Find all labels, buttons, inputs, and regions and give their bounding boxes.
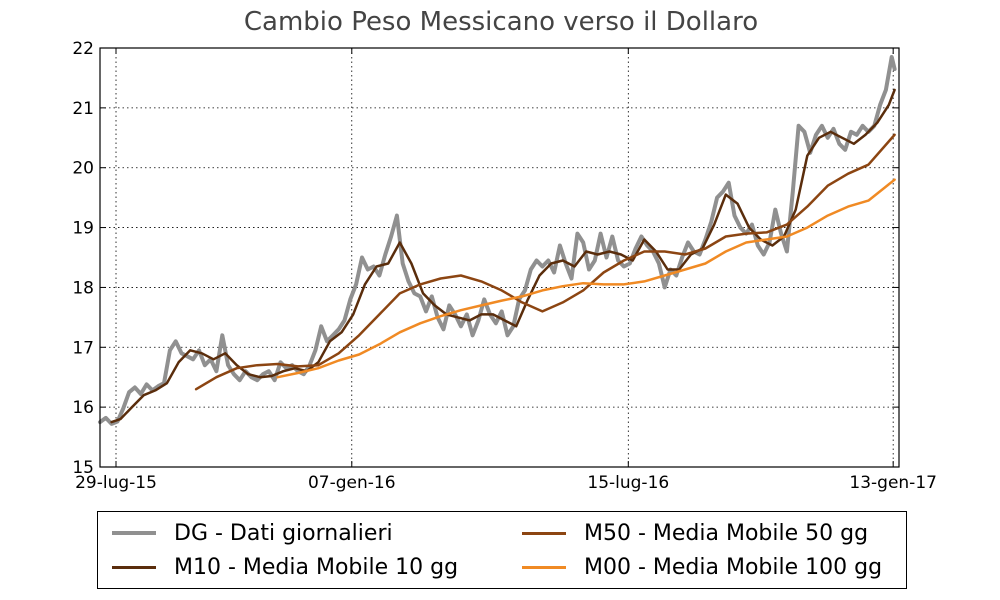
legend-label-dg: DG - Dati giornalieri — [174, 520, 393, 546]
x-tick-label: 07-gen-16 — [308, 473, 396, 493]
x-tick-label: 15-lug-16 — [587, 473, 669, 493]
legend-label-m10: M10 - Media Mobile 10 gg — [174, 554, 459, 580]
legend-label-m50: M50 - Media Mobile 50 gg — [584, 520, 869, 546]
legend-item-m50: M50 - Media Mobile 50 gg — [522, 516, 868, 550]
plot-frame — [99, 47, 900, 468]
x-tick-label: 29-lug-15 — [75, 473, 157, 493]
series-line-m50 — [194, 133, 896, 391]
grid — [100, 48, 899, 467]
chart-title: Cambio Peso Messicano verso il Dollaro — [244, 7, 758, 37]
legend-item-m10: M10 - Media Mobile 10 gg — [112, 550, 458, 584]
y-tick-label: 19 — [72, 219, 94, 239]
axis-ticks: 15 16 17 18 19 20 21 22 29-lug-15 07-gen-16 15-lug… — [72, 39, 937, 493]
legend-item-dg: DG - Dati giornalieri — [112, 516, 393, 550]
x-tick-label: 13-gen-17 — [849, 473, 937, 493]
series-line-dg — [98, 55, 897, 426]
legend-swatch-dg — [112, 531, 156, 535]
legend-swatch-m00 — [522, 565, 566, 569]
series-layer — [98, 55, 897, 426]
legend: DG - Dati giornalieri M10 - Media Mobile… — [97, 511, 907, 589]
series-line-m00 — [276, 178, 896, 379]
legend-swatch-m10 — [112, 565, 156, 569]
legend-label-m00: M00 - Media Mobile 100 gg — [584, 554, 883, 580]
y-tick-label: 18 — [72, 278, 94, 298]
legend-item-m00: M00 - Media Mobile 100 gg — [522, 550, 882, 584]
y-tick-label: 20 — [72, 159, 94, 179]
y-tick-label: 22 — [72, 39, 94, 59]
y-tick-label: 21 — [72, 99, 94, 119]
y-tick-label: 15 — [72, 458, 94, 478]
y-tick-label: 17 — [72, 338, 94, 358]
y-tick-label: 16 — [72, 398, 94, 418]
legend-swatch-m50 — [522, 531, 566, 535]
